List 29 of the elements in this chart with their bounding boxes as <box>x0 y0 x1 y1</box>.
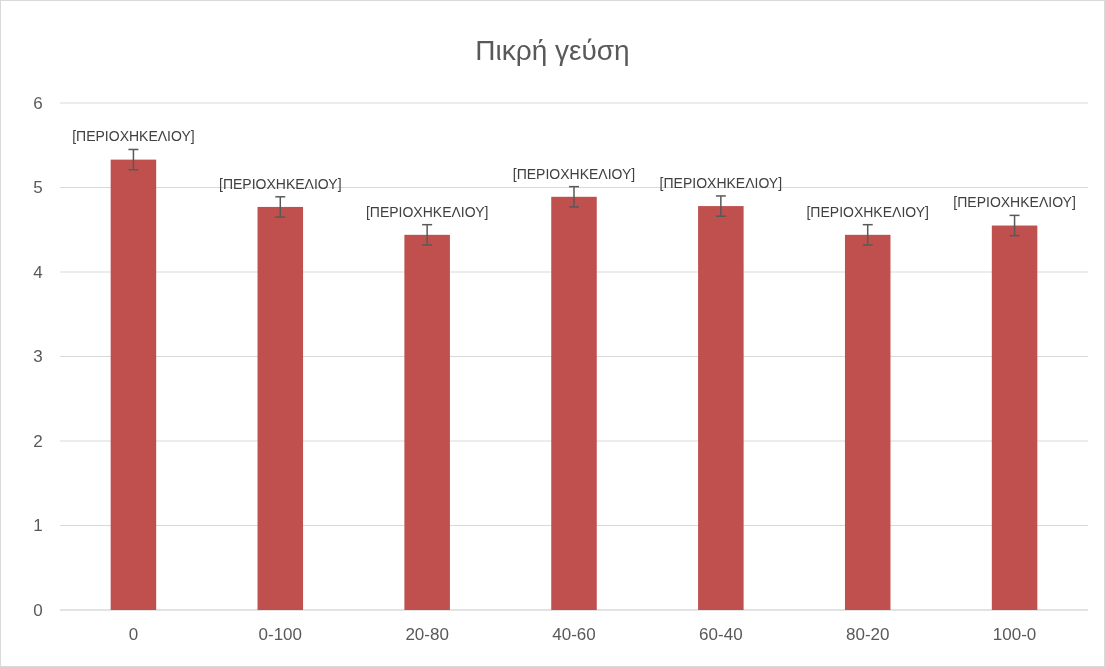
y-tick-label: 1 <box>33 516 43 536</box>
y-tick-label: 2 <box>33 431 43 451</box>
x-tick-label: 20-80 <box>405 625 449 644</box>
bar <box>991 225 1038 610</box>
x-tick-label: 0 <box>128 625 139 644</box>
x-tick-label: 40-60 <box>552 625 596 644</box>
y-tick-label: 5 <box>33 178 43 198</box>
data-label: [ΠΕΡΙΟΧΗΚΕΛΙΟΥ] <box>365 203 489 220</box>
data-label: [ΠΕΡΙΟΧΗΚΕΛΙΟΥ] <box>806 203 929 220</box>
y-tick-label: 6 <box>33 93 43 113</box>
y-tick-label: 0 <box>33 600 43 620</box>
chart-title: Πικρή γεύση <box>475 35 630 66</box>
bar <box>551 196 597 610</box>
bar <box>698 206 744 610</box>
bar <box>404 234 450 610</box>
x-tick-label: 60-40 <box>699 625 743 644</box>
x-tick-label: 0-100 <box>258 625 303 644</box>
y-tick-label: 4 <box>33 262 43 282</box>
data-label: [ΠΕΡΙΟΧΗΚΕΛΙΟΥ] <box>512 165 636 182</box>
y-tick-label: 3 <box>33 347 43 367</box>
data-label: [ΠΕΡΙΟΧΗΚΕΛΙΟΥ] <box>219 175 342 192</box>
data-label: [ΠΕΡΙΟΧΗΚΕΛΙΟΥ] <box>72 128 195 145</box>
bar <box>257 206 304 610</box>
x-tick-label: 80-20 <box>845 625 890 644</box>
data-label: [ΠΕΡΙΟΧΗΚΕΛΙΟΥ] <box>953 194 1076 211</box>
bar <box>844 234 891 610</box>
bar <box>110 159 157 610</box>
data-label: [ΠΕΡΙΟΧΗΚΕΛΙΟΥ] <box>659 174 783 191</box>
x-tick-label: 100-0 <box>992 625 1037 644</box>
